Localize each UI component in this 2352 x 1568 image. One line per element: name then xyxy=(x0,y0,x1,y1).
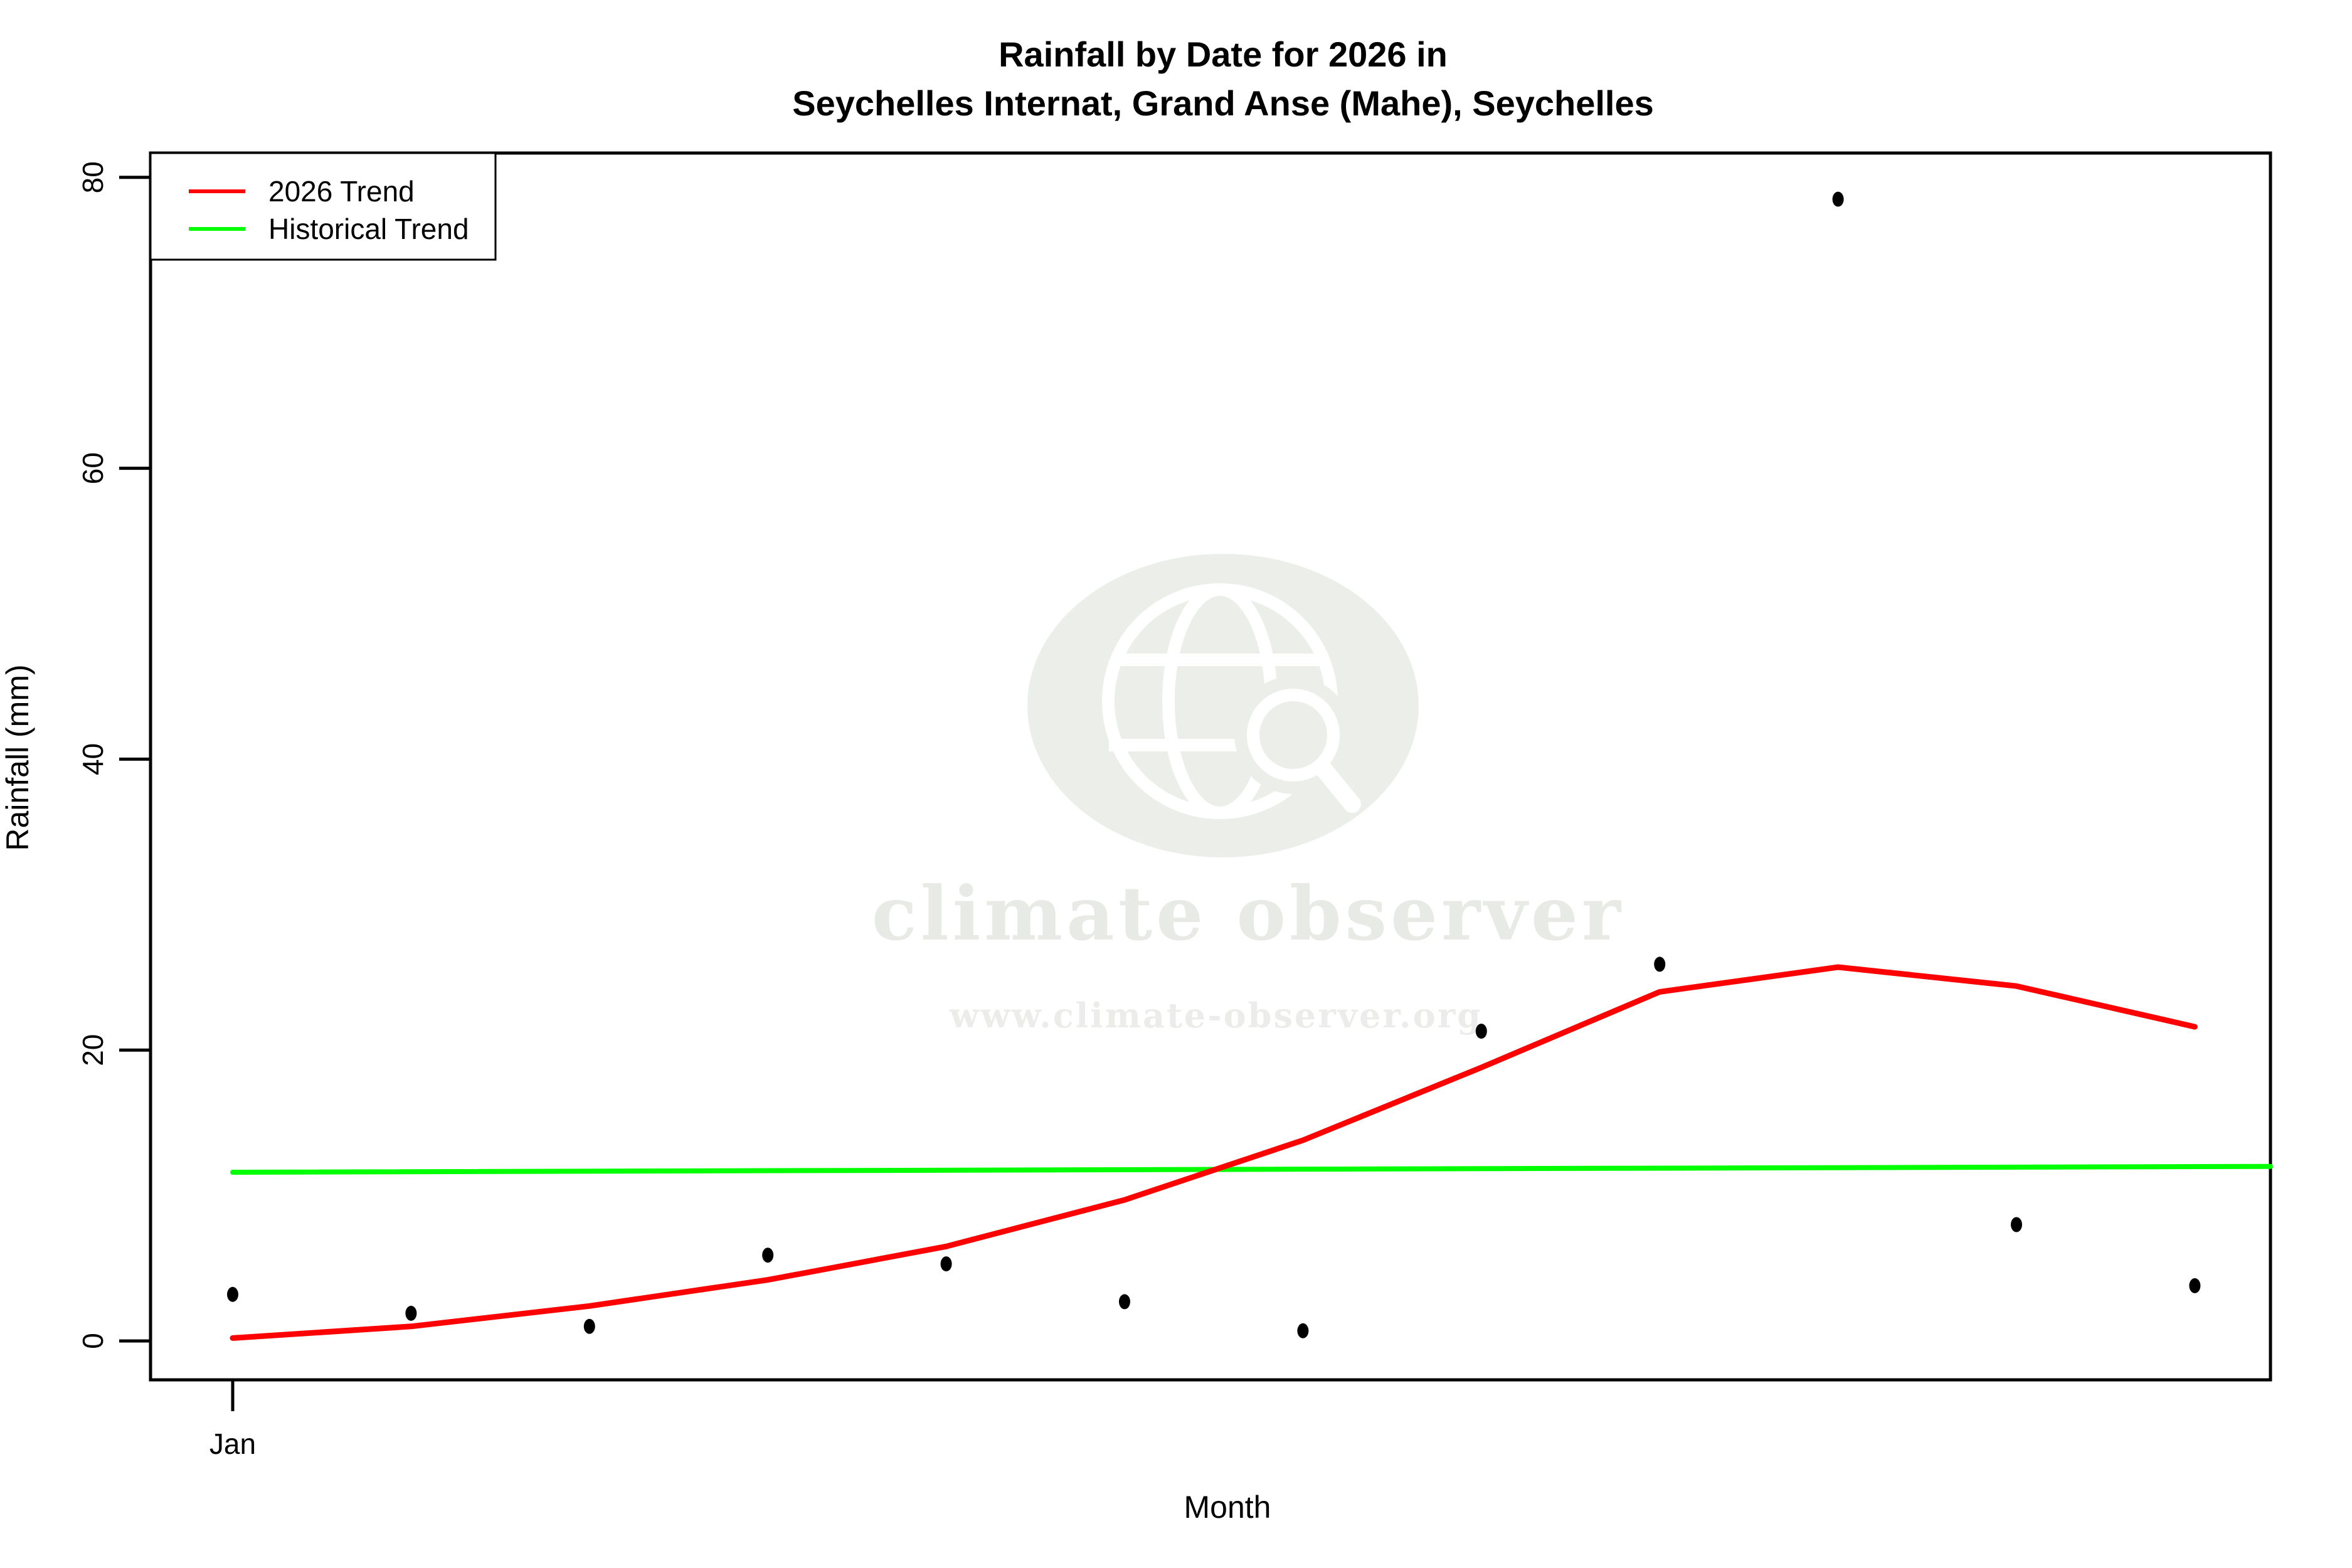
x-axis-label: Month xyxy=(1184,1490,1271,1525)
y-axis-label: Rainfall (mm) xyxy=(0,664,35,850)
data-point xyxy=(762,1248,774,1263)
data-series xyxy=(227,191,2273,1341)
y-tick-label: 60 xyxy=(77,452,109,484)
y-tick-label: 0 xyxy=(77,1333,109,1349)
y-tick-label: 80 xyxy=(77,161,109,193)
chart-title-line1: Rainfall by Date for 2026 in xyxy=(999,34,1448,74)
watermark: climate observer www.climate-observer.or… xyxy=(872,554,1624,1036)
data-point xyxy=(227,1286,238,1302)
data-point xyxy=(1475,1024,1487,1039)
legend-label-historical-trend: Historical Trend xyxy=(268,213,469,245)
data-point xyxy=(1832,191,1844,207)
chart-title-line2: Seychelles Internat, Grand Anse (Mahe), … xyxy=(792,83,1654,123)
x-tick-label-jan: Jan xyxy=(209,1428,256,1460)
y-axis-ticks: 0 20 40 60 80 xyxy=(77,161,151,1349)
historical-trend-line xyxy=(230,1163,2273,1175)
data-point xyxy=(1654,956,1666,972)
data-point xyxy=(2011,1217,2022,1232)
watermark-brand-text: climate observer xyxy=(872,870,1624,957)
watermark-url-text: www.climate-observer.org xyxy=(949,995,1483,1036)
legend-box xyxy=(149,152,497,261)
plot-border xyxy=(149,151,2272,1382)
y-tick-label: 40 xyxy=(77,743,109,775)
legend: 2026 Trend Historical Trend xyxy=(149,152,497,261)
data-point xyxy=(1119,1294,1130,1310)
y-tick-label: 20 xyxy=(77,1034,109,1066)
data-point xyxy=(583,1318,595,1334)
data-point xyxy=(405,1305,417,1321)
magnifier-part xyxy=(1234,676,1361,813)
data-point xyxy=(1297,1323,1309,1338)
data-point xyxy=(940,1256,952,1272)
legend-label-2026-trend: 2026 Trend xyxy=(268,175,415,208)
trend-line-2026 xyxy=(230,964,2198,1341)
data-point xyxy=(2189,1278,2201,1293)
